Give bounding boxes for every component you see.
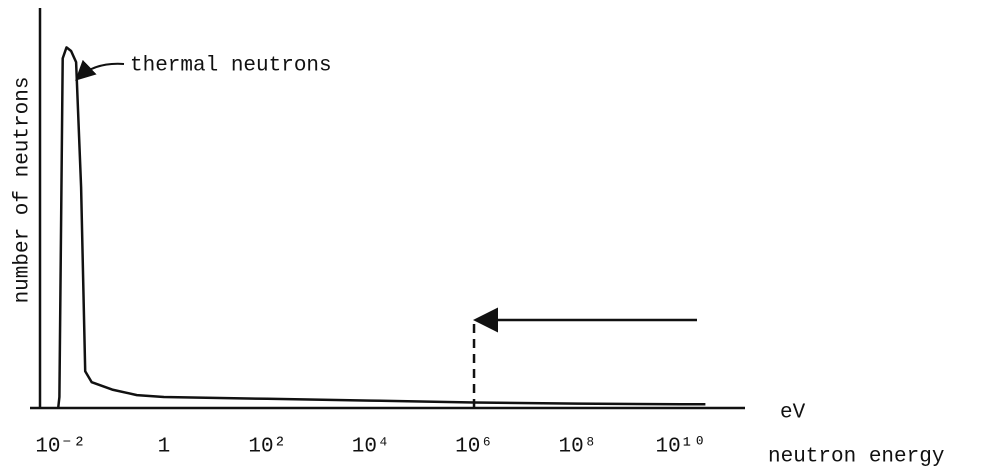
x-axis-label: neutron energy [768,446,944,469]
x-tick-label: 10⁴ [352,436,390,459]
chart: number of neutrons eV neutron energy the… [0,0,981,473]
x-tick-label: 10¹⁰ [656,436,706,459]
y-axis-label: number of neutrons [12,77,35,304]
x-tick-label: 1 [158,436,171,459]
x-tick-label: 10⁸ [558,436,596,459]
x-tick-label: 10⁶ [455,436,493,459]
x-tick-label: 10² [248,436,286,459]
annotation-arrow [78,64,124,78]
annotation: thermal neutrons [130,55,332,78]
spectrum-line [58,47,705,408]
x-unit: eV [780,402,806,425]
x-tick-label: 10⁻² [35,436,85,459]
